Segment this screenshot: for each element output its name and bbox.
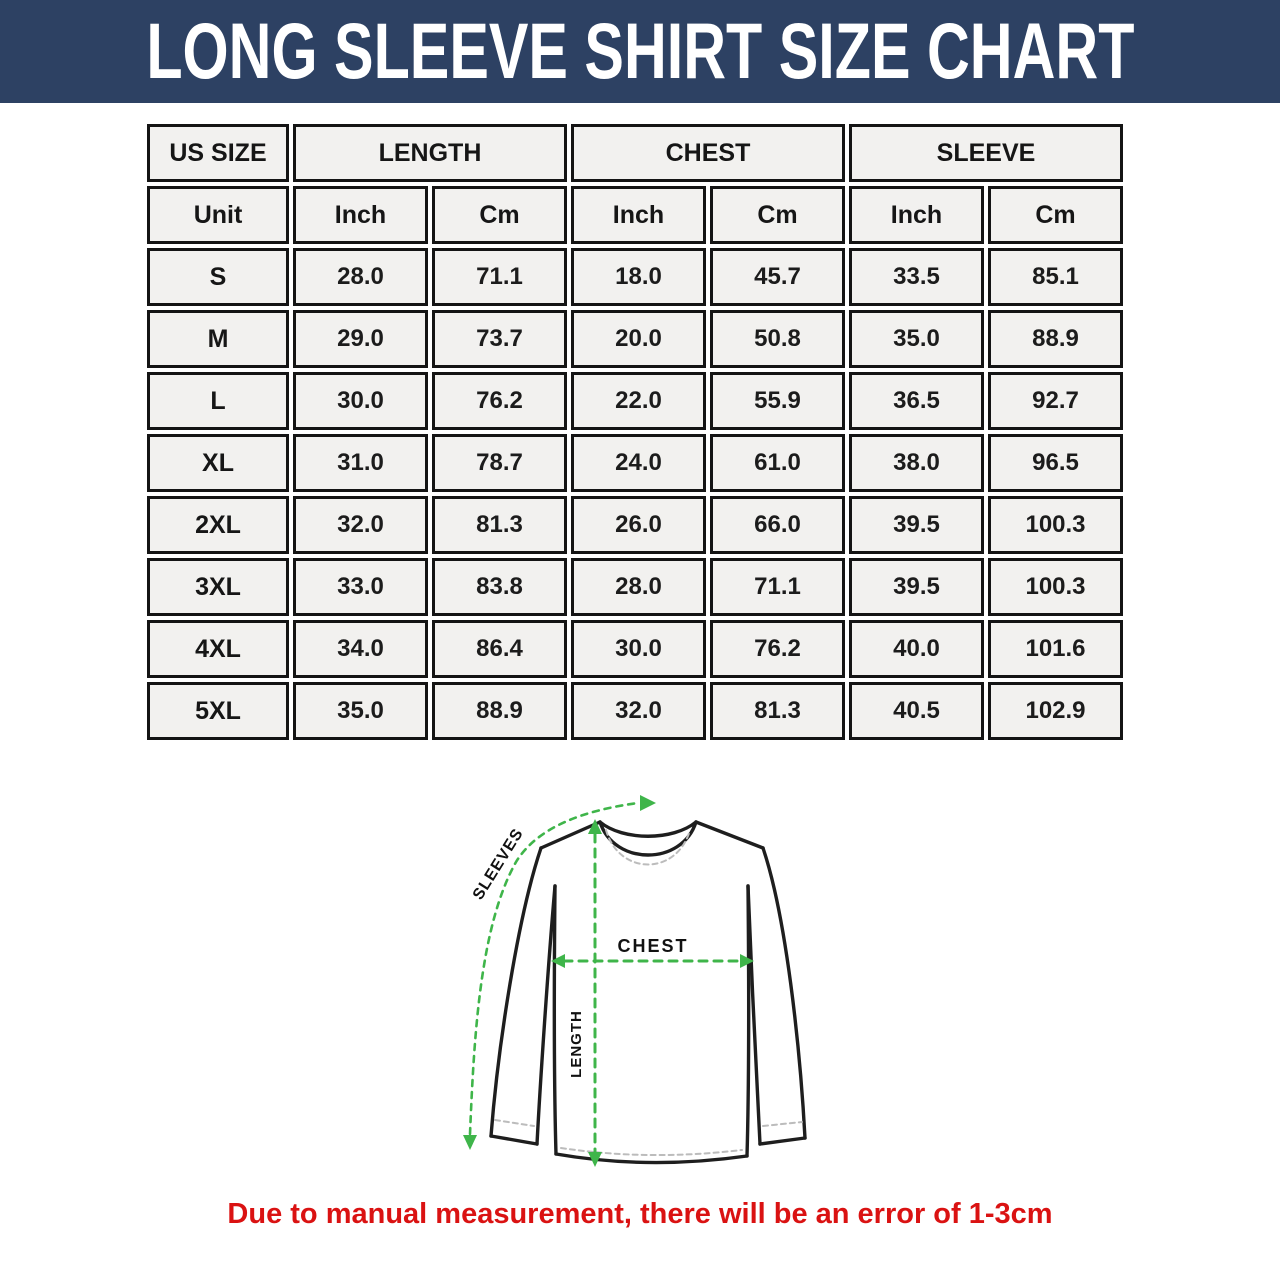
unit-cell: Cm xyxy=(988,186,1123,244)
size-label-cell: 4XL xyxy=(147,620,289,678)
size-label-cell: S xyxy=(147,248,289,306)
unit-cell: Unit xyxy=(147,186,289,244)
measurement-cell: 26.0 xyxy=(571,496,706,554)
measurement-cell: 101.6 xyxy=(988,620,1123,678)
measurement-cell: 45.7 xyxy=(710,248,845,306)
hem-stitch xyxy=(560,1147,743,1157)
shirt-measurement-diagram: SLEEVES CHEST LENGTH xyxy=(463,795,807,1167)
measurement-cell: 86.4 xyxy=(432,620,567,678)
measurement-cell: 28.0 xyxy=(571,558,706,616)
measurement-cell: 50.8 xyxy=(710,310,845,368)
measurement-error-note: Due to manual measurement, there will be… xyxy=(227,1198,1053,1230)
size-table-body: S 28.0 71.1 18.0 45.7 33.5 85.1 M 29.0 73.7 20.0 50… xyxy=(147,248,1123,740)
measurement-cell: 81.3 xyxy=(432,496,567,554)
right-cuff-stitch xyxy=(762,1121,803,1127)
size-label-cell: 3XL xyxy=(147,558,289,616)
size-label-cell: 2XL xyxy=(147,496,289,554)
measurement-cell: 40.5 xyxy=(849,682,984,740)
size-label-cell: L xyxy=(147,372,289,430)
header-sleeve: SLEEVE xyxy=(849,124,1123,182)
measurement-cell: 32.0 xyxy=(293,496,428,554)
length-label: LENGTH xyxy=(568,1010,585,1078)
unit-cell: Inch xyxy=(293,186,428,244)
title-banner: LONG SLEEVE SHIRT SIZE CHART xyxy=(0,0,1280,103)
measurement-cell: 88.9 xyxy=(988,310,1123,368)
header-chest: CHEST xyxy=(571,124,845,182)
size-label-cell: XL xyxy=(147,434,289,492)
left-cuff-stitch xyxy=(494,1119,535,1127)
measurement-cell: 96.5 xyxy=(988,434,1123,492)
size-label-cell: M xyxy=(147,310,289,368)
unit-cell: Inch xyxy=(571,186,706,244)
table-group-header-row: US SIZE LENGTH CHEST SLEEVE xyxy=(147,124,1123,182)
size-chart-table: US SIZE LENGTH CHEST SLEEVE Unit Inch Cm… xyxy=(143,120,1127,744)
measurement-cell: 30.0 xyxy=(571,620,706,678)
measurement-cell: 78.7 xyxy=(432,434,567,492)
page-title: LONG SLEEVE SHIRT SIZE CHART xyxy=(145,6,1135,96)
measurement-cell: 88.9 xyxy=(432,682,567,740)
header-length: LENGTH xyxy=(293,124,567,182)
unit-cell: Inch xyxy=(849,186,984,244)
measurement-cell: 18.0 xyxy=(571,248,706,306)
table-unit-row: Unit Inch Cm Inch Cm Inch Cm xyxy=(147,186,1123,244)
measurement-cell: 55.9 xyxy=(710,372,845,430)
measurement-cell: 81.3 xyxy=(710,682,845,740)
collar-stitch xyxy=(605,829,691,866)
sleeves-arrow xyxy=(463,795,656,1150)
unit-cell: Cm xyxy=(432,186,567,244)
measurement-cell: 76.2 xyxy=(432,372,567,430)
measurement-cell: 29.0 xyxy=(293,310,428,368)
measurement-cell: 28.0 xyxy=(293,248,428,306)
measurement-cell: 102.9 xyxy=(988,682,1123,740)
chest-label: CHEST xyxy=(617,936,688,956)
measurement-cell: 22.0 xyxy=(571,372,706,430)
table-row: 2XL 32.0 81.3 26.0 66.0 39.5 100.3 xyxy=(147,496,1123,554)
measurement-cell: 40.0 xyxy=(849,620,984,678)
length-arrow xyxy=(588,819,602,1167)
measurement-cell: 20.0 xyxy=(571,310,706,368)
table-row: S 28.0 71.1 18.0 45.7 33.5 85.1 xyxy=(147,248,1123,306)
measurement-cell: 34.0 xyxy=(293,620,428,678)
measurement-cell: 38.0 xyxy=(849,434,984,492)
size-table-container: US SIZE LENGTH CHEST SLEEVE Unit Inch Cm… xyxy=(143,120,1127,744)
measurement-cell: 73.7 xyxy=(432,310,567,368)
measurement-cell: 35.0 xyxy=(849,310,984,368)
measurement-cell: 83.8 xyxy=(432,558,567,616)
measurement-cell: 33.0 xyxy=(293,558,428,616)
measurement-cell: 76.2 xyxy=(710,620,845,678)
measurement-cell: 24.0 xyxy=(571,434,706,492)
measurement-cell: 100.3 xyxy=(988,558,1123,616)
measurement-cell: 71.1 xyxy=(710,558,845,616)
shirt-outline xyxy=(489,820,807,1165)
table-row: XL 31.0 78.7 24.0 61.0 38.0 96.5 xyxy=(147,434,1123,492)
measurement-cell: 85.1 xyxy=(988,248,1123,306)
measurement-cell: 31.0 xyxy=(293,434,428,492)
measurement-cell: 100.3 xyxy=(988,496,1123,554)
table-row: 5XL 35.0 88.9 32.0 81.3 40.5 102.9 xyxy=(147,682,1123,740)
measurement-cell: 36.5 xyxy=(849,372,984,430)
table-row: M 29.0 73.7 20.0 50.8 35.0 88.9 xyxy=(147,310,1123,368)
measurement-cell: 66.0 xyxy=(710,496,845,554)
size-label-cell: 5XL xyxy=(147,682,289,740)
measurement-cell: 33.5 xyxy=(849,248,984,306)
measurement-cell: 92.7 xyxy=(988,372,1123,430)
measurement-cell: 32.0 xyxy=(571,682,706,740)
measurement-cell: 30.0 xyxy=(293,372,428,430)
table-row: 3XL 33.0 83.8 28.0 71.1 39.5 100.3 xyxy=(147,558,1123,616)
table-row: L 30.0 76.2 22.0 55.9 36.5 92.7 xyxy=(147,372,1123,430)
measurement-cell: 71.1 xyxy=(432,248,567,306)
table-row: 4XL 34.0 86.4 30.0 76.2 40.0 101.6 xyxy=(147,620,1123,678)
header-us-size: US SIZE xyxy=(147,124,289,182)
measurement-cell: 61.0 xyxy=(710,434,845,492)
measurement-cell: 39.5 xyxy=(849,496,984,554)
unit-cell: Cm xyxy=(710,186,845,244)
measurement-cell: 39.5 xyxy=(849,558,984,616)
measurement-cell: 35.0 xyxy=(293,682,428,740)
sleeves-label: SLEEVES xyxy=(470,825,527,903)
shirt-body-fill xyxy=(491,822,805,1163)
